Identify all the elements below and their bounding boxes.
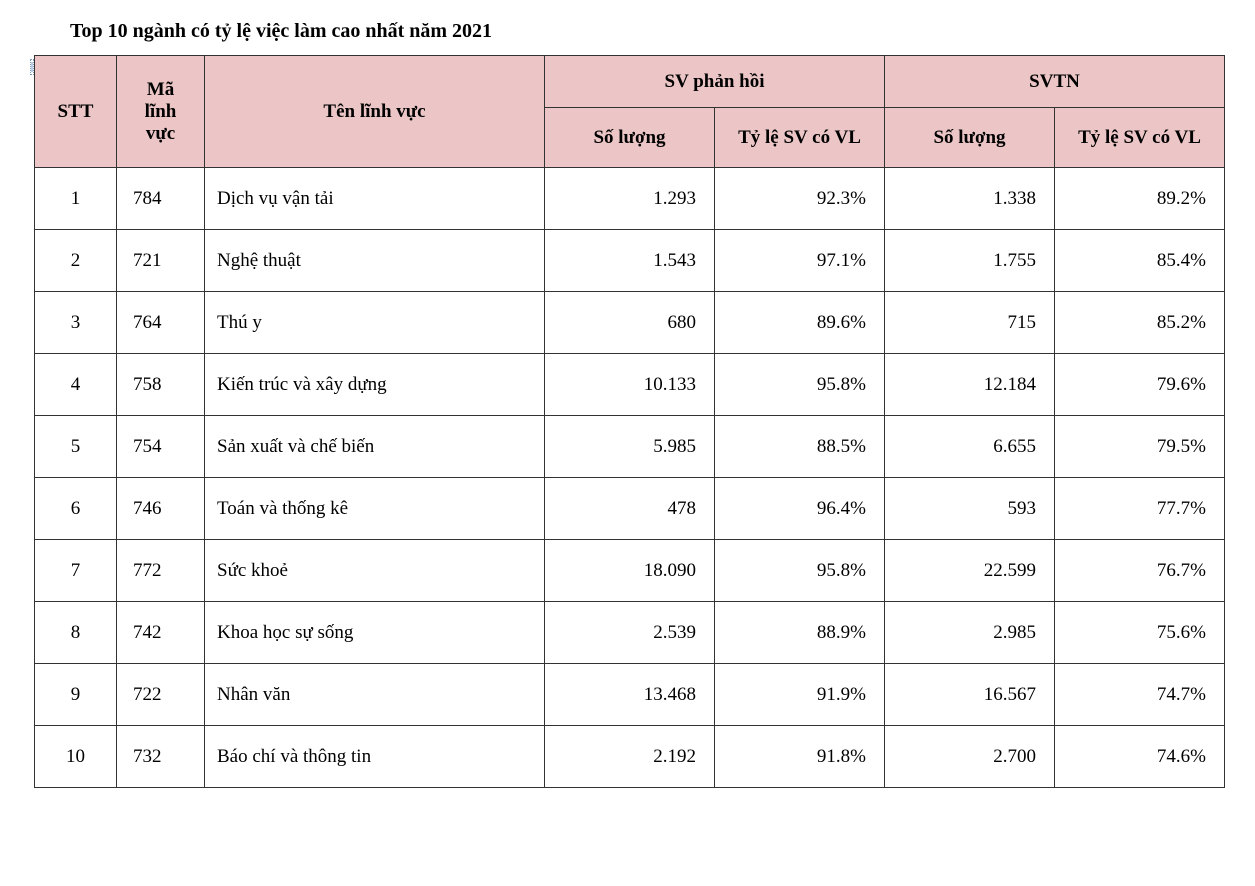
- cell-sv_pct: 91.8%: [715, 726, 885, 788]
- table-body: 1784Dịch vụ vận tải1.29392.3%1.33889.2%2…: [35, 168, 1225, 788]
- table-row: 2721Nghệ thuật1.54397.1%1.75585.4%: [35, 230, 1225, 292]
- col-header-svtn-count: Số lượng: [885, 108, 1055, 168]
- cell-svtn_pct: 76.7%: [1055, 540, 1225, 602]
- col-header-code: Mã lĩnh vực: [117, 56, 205, 168]
- cell-sv_count: 2.539: [545, 602, 715, 664]
- cell-sv_pct: 97.1%: [715, 230, 885, 292]
- cell-stt: 9: [35, 664, 117, 726]
- col-header-svtn-pct: Tỷ lệ SV có VL: [1055, 108, 1225, 168]
- cell-svtn_count: 715: [885, 292, 1055, 354]
- cell-stt: 5: [35, 416, 117, 478]
- cell-stt: 10: [35, 726, 117, 788]
- cell-name: Dịch vụ vận tải: [205, 168, 545, 230]
- cell-sv_count: 1.543: [545, 230, 715, 292]
- cell-svtn_pct: 79.5%: [1055, 416, 1225, 478]
- cell-name: Khoa học sự sống: [205, 602, 545, 664]
- table-row: 3764Thú y68089.6%71585.2%: [35, 292, 1225, 354]
- cell-name: Nhân văn: [205, 664, 545, 726]
- cell-name: Nghệ thuật: [205, 230, 545, 292]
- table-row: 7772Sức khoẻ18.09095.8%22.59976.7%: [35, 540, 1225, 602]
- cell-sv_pct: 89.6%: [715, 292, 885, 354]
- cell-code: 732: [117, 726, 205, 788]
- cell-sv_pct: 91.9%: [715, 664, 885, 726]
- cell-svtn_count: 1.755: [885, 230, 1055, 292]
- col-header-sv-pct: Tỷ lệ SV có VL: [715, 108, 885, 168]
- cell-code: 754: [117, 416, 205, 478]
- employment-table: STT Mã lĩnh vực Tên lĩnh vực SV phản hồi…: [34, 55, 1225, 788]
- table-anchor-icon: [30, 59, 34, 75]
- cell-code: 722: [117, 664, 205, 726]
- table-head: STT Mã lĩnh vực Tên lĩnh vực SV phản hồi…: [35, 56, 1225, 168]
- cell-sv_count: 10.133: [545, 354, 715, 416]
- cell-code: 758: [117, 354, 205, 416]
- table-row: 10732Báo chí và thông tin2.19291.8%2.700…: [35, 726, 1225, 788]
- cell-sv_count: 13.468: [545, 664, 715, 726]
- cell-sv_count: 18.090: [545, 540, 715, 602]
- cell-svtn_pct: 74.7%: [1055, 664, 1225, 726]
- cell-stt: 3: [35, 292, 117, 354]
- cell-code: 764: [117, 292, 205, 354]
- table-row: 9722Nhân văn13.46891.9%16.56774.7%: [35, 664, 1225, 726]
- cell-name: Sức khoẻ: [205, 540, 545, 602]
- cell-svtn_pct: 89.2%: [1055, 168, 1225, 230]
- cell-sv_count: 2.192: [545, 726, 715, 788]
- cell-code: 784: [117, 168, 205, 230]
- cell-name: Thú y: [205, 292, 545, 354]
- cell-name: Toán và thống kê: [205, 478, 545, 540]
- cell-stt: 7: [35, 540, 117, 602]
- cell-stt: 8: [35, 602, 117, 664]
- cell-svtn_pct: 74.6%: [1055, 726, 1225, 788]
- col-header-sv-count: Số lượng: [545, 108, 715, 168]
- cell-stt: 2: [35, 230, 117, 292]
- cell-svtn_pct: 79.6%: [1055, 354, 1225, 416]
- cell-stt: 4: [35, 354, 117, 416]
- cell-code: 742: [117, 602, 205, 664]
- cell-svtn_pct: 77.7%: [1055, 478, 1225, 540]
- cell-svtn_count: 16.567: [885, 664, 1055, 726]
- table-row: 4758Kiến trúc và xây dựng10.13395.8%12.1…: [35, 354, 1225, 416]
- cell-svtn_count: 2.700: [885, 726, 1055, 788]
- cell-svtn_pct: 85.4%: [1055, 230, 1225, 292]
- cell-stt: 1: [35, 168, 117, 230]
- cell-name: Kiến trúc và xây dựng: [205, 354, 545, 416]
- cell-svtn_count: 12.184: [885, 354, 1055, 416]
- cell-svtn_pct: 85.2%: [1055, 292, 1225, 354]
- table-row: 5754Sản xuất và chế biến5.98588.5%6.6557…: [35, 416, 1225, 478]
- page-title: Top 10 ngành có tỷ lệ việc làm cao nhất …: [30, 20, 1225, 43]
- cell-name: Báo chí và thông tin: [205, 726, 545, 788]
- cell-svtn_count: 6.655: [885, 416, 1055, 478]
- cell-sv_pct: 96.4%: [715, 478, 885, 540]
- cell-sv_count: 478: [545, 478, 715, 540]
- cell-svtn_count: 1.338: [885, 168, 1055, 230]
- cell-stt: 6: [35, 478, 117, 540]
- table-row: 6746Toán và thống kê47896.4%59377.7%: [35, 478, 1225, 540]
- cell-sv_pct: 88.5%: [715, 416, 885, 478]
- cell-svtn_pct: 75.6%: [1055, 602, 1225, 664]
- cell-code: 746: [117, 478, 205, 540]
- cell-sv_count: 1.293: [545, 168, 715, 230]
- cell-svtn_count: 2.985: [885, 602, 1055, 664]
- cell-sv_pct: 95.8%: [715, 540, 885, 602]
- cell-name: Sản xuất và chế biến: [205, 416, 545, 478]
- cell-sv_pct: 95.8%: [715, 354, 885, 416]
- cell-code: 772: [117, 540, 205, 602]
- cell-svtn_count: 22.599: [885, 540, 1055, 602]
- cell-sv_pct: 92.3%: [715, 168, 885, 230]
- cell-sv_count: 680: [545, 292, 715, 354]
- col-header-stt: STT: [35, 56, 117, 168]
- cell-code: 721: [117, 230, 205, 292]
- table-row: 8742Khoa học sự sống2.53988.9%2.98575.6%: [35, 602, 1225, 664]
- col-header-svtn-group: SVTN: [885, 56, 1225, 108]
- col-header-sv-group: SV phản hồi: [545, 56, 885, 108]
- cell-sv_pct: 88.9%: [715, 602, 885, 664]
- cell-svtn_count: 593: [885, 478, 1055, 540]
- col-header-name: Tên lĩnh vực: [205, 56, 545, 168]
- table-row: 1784Dịch vụ vận tải1.29392.3%1.33889.2%: [35, 168, 1225, 230]
- cell-sv_count: 5.985: [545, 416, 715, 478]
